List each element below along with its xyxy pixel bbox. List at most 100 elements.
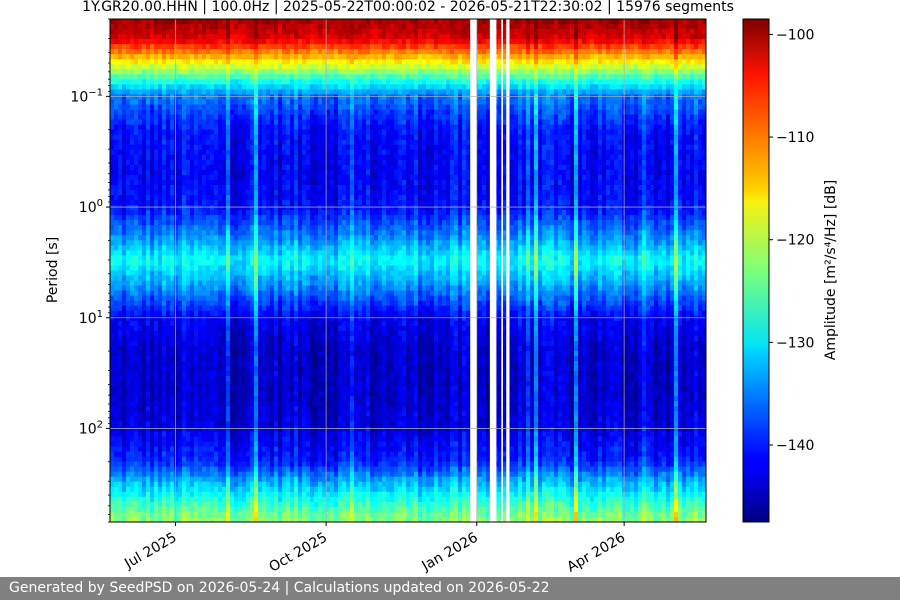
heatmap-cell bbox=[198, 184, 203, 191]
heatmap-cell bbox=[202, 159, 207, 166]
heatmap-cell bbox=[270, 84, 275, 90]
heatmap-cell bbox=[230, 139, 235, 146]
heatmap-cell bbox=[430, 94, 435, 100]
heatmap-cell bbox=[318, 154, 323, 161]
heatmap-cell bbox=[402, 169, 407, 176]
heatmap-cell bbox=[322, 44, 327, 50]
heatmap-cell bbox=[410, 119, 415, 126]
heatmap-cell bbox=[274, 39, 279, 45]
heatmap-cell bbox=[330, 24, 335, 30]
heatmap-cell bbox=[558, 114, 563, 120]
heatmap-cell bbox=[562, 149, 567, 156]
heatmap-cell bbox=[158, 89, 163, 95]
heatmap-cell bbox=[682, 99, 687, 105]
heatmap-cell bbox=[230, 19, 235, 25]
heatmap-cell bbox=[390, 119, 395, 126]
heatmap-cell bbox=[266, 54, 271, 60]
heatmap-cell bbox=[310, 94, 315, 100]
heatmap-cell bbox=[358, 119, 363, 126]
heatmap-cell bbox=[398, 89, 403, 95]
heatmap-cell bbox=[422, 124, 427, 131]
heatmap-cell bbox=[650, 24, 655, 30]
heatmap-cell bbox=[522, 174, 527, 181]
heatmap-cell bbox=[274, 34, 279, 40]
heatmap-cell bbox=[242, 24, 247, 30]
heatmap-cell bbox=[226, 134, 231, 141]
heatmap-cell bbox=[226, 169, 231, 176]
heatmap-cell bbox=[246, 24, 251, 30]
heatmap-cell bbox=[674, 114, 679, 120]
heatmap-cell bbox=[214, 19, 219, 25]
heatmap-cell bbox=[658, 74, 663, 80]
heatmap-cell bbox=[278, 29, 283, 35]
heatmap-cell bbox=[230, 109, 235, 115]
heatmap-cell bbox=[118, 119, 123, 126]
heatmap-cell bbox=[358, 74, 363, 80]
heatmap-cell bbox=[418, 159, 423, 166]
heatmap-cell bbox=[526, 109, 531, 115]
heatmap-cell bbox=[602, 39, 607, 45]
heatmap-cell bbox=[310, 134, 315, 141]
heatmap-cell bbox=[482, 74, 487, 80]
heatmap-cell bbox=[310, 184, 315, 191]
heatmap-cell bbox=[606, 149, 611, 156]
heatmap-cell bbox=[374, 94, 379, 100]
heatmap-cell bbox=[310, 59, 315, 65]
heatmap-cell bbox=[614, 129, 619, 136]
heatmap-cell bbox=[302, 174, 307, 181]
heatmap-cell bbox=[302, 104, 307, 110]
heatmap-cell bbox=[646, 69, 651, 75]
heatmap-cell bbox=[498, 139, 503, 146]
heatmap-cell bbox=[674, 64, 679, 70]
heatmap-cell bbox=[502, 134, 507, 141]
heatmap-cell bbox=[114, 184, 119, 191]
heatmap-cell bbox=[430, 124, 435, 131]
heatmap-cell bbox=[174, 24, 179, 30]
heatmap-cell bbox=[238, 49, 243, 55]
heatmap-cell bbox=[114, 99, 119, 105]
heatmap-cell bbox=[362, 184, 367, 191]
heatmap-cell bbox=[498, 39, 503, 45]
heatmap-cell bbox=[482, 89, 487, 95]
heatmap-cell bbox=[462, 34, 467, 40]
heatmap-cell bbox=[378, 109, 383, 115]
heatmap-cell bbox=[258, 159, 263, 166]
heatmap-cell bbox=[190, 164, 195, 171]
heatmap-cell bbox=[406, 59, 411, 65]
heatmap-cell bbox=[386, 144, 391, 151]
heatmap-cell bbox=[502, 179, 507, 186]
heatmap-cell bbox=[342, 74, 347, 80]
heatmap-cell bbox=[382, 44, 387, 50]
heatmap-cell bbox=[614, 159, 619, 166]
heatmap-cell bbox=[442, 149, 447, 156]
heatmap-cell bbox=[614, 89, 619, 95]
heatmap-cell bbox=[242, 19, 247, 25]
heatmap-cell bbox=[598, 29, 603, 35]
heatmap-cell bbox=[122, 24, 127, 30]
heatmap-cell bbox=[646, 154, 651, 161]
heatmap-cell bbox=[138, 169, 143, 176]
heatmap-cell bbox=[414, 49, 419, 55]
heatmap-cell bbox=[306, 169, 311, 176]
heatmap-cell bbox=[186, 114, 191, 120]
heatmap-cell bbox=[406, 99, 411, 105]
heatmap-cell bbox=[418, 44, 423, 50]
heatmap-cell bbox=[274, 109, 279, 115]
heatmap-cell bbox=[162, 94, 167, 100]
heatmap-cell bbox=[442, 54, 447, 60]
heatmap-cell bbox=[534, 144, 539, 151]
heatmap-cell bbox=[674, 29, 679, 35]
heatmap-cell bbox=[334, 104, 339, 110]
heatmap-cell bbox=[118, 69, 123, 75]
heatmap-cell bbox=[286, 99, 291, 105]
heatmap-cell bbox=[438, 24, 443, 30]
heatmap-cell bbox=[246, 49, 251, 55]
heatmap-cell bbox=[286, 24, 291, 30]
heatmap-cell bbox=[638, 59, 643, 65]
heatmap-cell bbox=[322, 159, 327, 166]
heatmap-cell bbox=[178, 179, 183, 186]
heatmap-cell bbox=[446, 19, 451, 25]
heatmap-cell bbox=[302, 94, 307, 100]
heatmap-cell bbox=[458, 64, 463, 70]
heatmap-cell bbox=[350, 49, 355, 55]
